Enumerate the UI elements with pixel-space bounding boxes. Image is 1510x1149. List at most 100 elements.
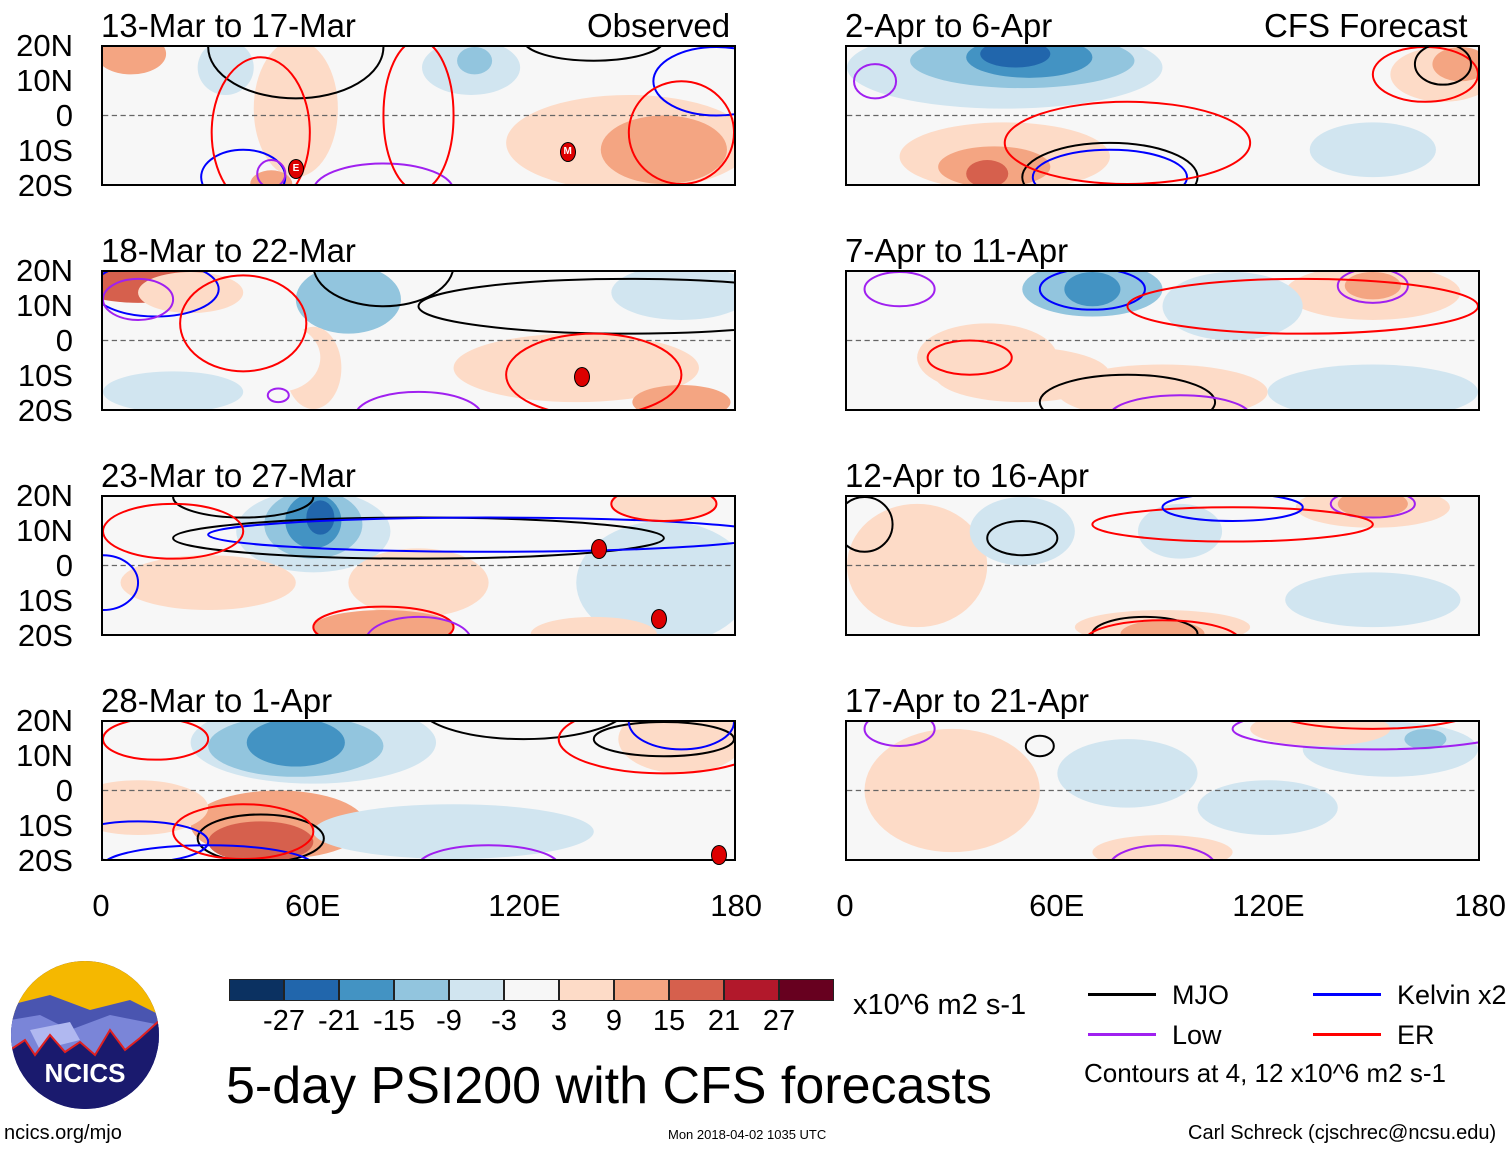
lon-label: 60E (285, 888, 341, 923)
observed-label: Observed (587, 7, 731, 44)
map-panel (845, 720, 1480, 861)
low-contour (1331, 497, 1415, 518)
lat-label: 10S (17, 358, 73, 393)
lat-label: 10N (16, 738, 73, 773)
colorbar-tick: 9 (605, 1005, 623, 1037)
anomaly-shading (1064, 272, 1121, 307)
low-contour (1233, 722, 1478, 749)
anomaly-shading (847, 503, 988, 628)
low-contour (419, 845, 559, 859)
lat-label: 10N (16, 288, 73, 323)
mjo-contour (208, 47, 383, 98)
anomaly-shading (453, 333, 699, 403)
map-panel (845, 45, 1480, 186)
ncics-logo: NCICS (11, 961, 159, 1109)
anomaly-shading (600, 115, 727, 184)
logo-text: NCICS (45, 1058, 126, 1088)
er-contour (180, 275, 306, 371)
map-panel (101, 270, 736, 411)
mjo-contour (419, 722, 629, 739)
anomaly-shading (1309, 122, 1436, 178)
kelvin-contour (208, 518, 734, 552)
map-panel (101, 45, 736, 186)
anomaly-shading (864, 728, 1040, 853)
legend-label: ER (1397, 1020, 1435, 1050)
anomaly-shading (120, 555, 296, 611)
storm-marker (573, 366, 590, 387)
anomaly-shading (246, 722, 345, 767)
lat-label: 10S (17, 808, 73, 843)
colorbar-tick: 15 (652, 1005, 686, 1037)
er-contour (559, 722, 734, 773)
contour-note: Contours at 4, 12 x10^6 m2 s-1 (1084, 1058, 1446, 1088)
lon-label: 180 (710, 888, 762, 923)
lat-label: 20N (16, 253, 73, 288)
anomaly-shading (980, 47, 1051, 68)
colorbar-tick: 21 (707, 1005, 741, 1037)
lon-label: 120E (1232, 888, 1305, 923)
storm-marker: E (288, 159, 305, 180)
anomaly-shading (618, 722, 734, 774)
kelvin-legend-line (1313, 993, 1381, 996)
anomaly-shading (457, 47, 493, 75)
timestamp: Mon 2018-04-02 1035 UTC (668, 1127, 827, 1142)
anomaly-shading (197, 47, 254, 95)
low-contour (257, 160, 285, 184)
er-contour (383, 47, 453, 184)
panel-title: 28-Mar to 1-Apr (101, 682, 333, 719)
er-contour (212, 57, 310, 184)
lat-label: 0 (55, 98, 73, 133)
low-contour (1110, 395, 1250, 409)
site-link[interactable]: ncics.org/mjo (4, 1122, 122, 1144)
er-contour (1085, 620, 1239, 634)
low-contour (103, 279, 173, 320)
anomaly-shading (306, 500, 335, 535)
anomaly-shading (1285, 572, 1461, 628)
panel-title: 17-Apr to 21-Apr (845, 682, 1089, 719)
panel-title: 12-Apr to 16-Apr (845, 457, 1089, 494)
low-contour (854, 64, 896, 98)
panel-title: 23-Mar to 27-Mar (101, 457, 356, 494)
lat-label: 20N (16, 703, 73, 738)
kelvin-contour (103, 821, 208, 859)
lon-label: 0 (92, 888, 110, 923)
anomaly-shading (1120, 620, 1205, 634)
storm-marker (711, 844, 728, 865)
storm-marker (651, 609, 668, 630)
legend-label: MJO (1172, 980, 1229, 1010)
colorbar-swatch (559, 979, 614, 1001)
anomaly-shading (1344, 272, 1401, 300)
low-contour (1110, 845, 1215, 859)
figure-title: 5-day PSI200 with CFS forecasts (226, 1057, 992, 1115)
colorbar-swatch (614, 979, 669, 1001)
mjo-contour (198, 814, 324, 859)
er-contour (313, 607, 453, 634)
lat-label: 20S (17, 618, 73, 653)
mjo-contour (313, 272, 453, 306)
mjo-contour (1040, 375, 1215, 409)
mjo-contour (594, 722, 734, 756)
legend-label: Low (1172, 1020, 1222, 1050)
lat-label: 10N (16, 513, 73, 548)
colorbar-swatch (339, 979, 394, 1001)
low-contour (865, 722, 935, 746)
er-contour (1373, 47, 1478, 102)
mjo-legend-line (1088, 993, 1156, 996)
anomaly-shading (295, 272, 401, 334)
storm-marker (591, 538, 608, 559)
anomaly-shading (530, 616, 657, 634)
er-contour (173, 804, 313, 859)
anomaly-shading (1432, 47, 1478, 82)
er-contour (928, 341, 1012, 375)
panel-title: 18-Mar to 22-Mar (101, 232, 356, 269)
anomaly-shading (138, 272, 244, 314)
kelvin-contour (103, 845, 313, 859)
low-legend-line (1088, 1033, 1156, 1036)
er-legend-line (1313, 1033, 1381, 1036)
anomaly-shading (1057, 739, 1198, 808)
anomaly-shading (313, 804, 594, 859)
anomaly-shading (611, 272, 734, 320)
er-contour (611, 497, 716, 521)
anomaly-shading (1137, 503, 1223, 559)
